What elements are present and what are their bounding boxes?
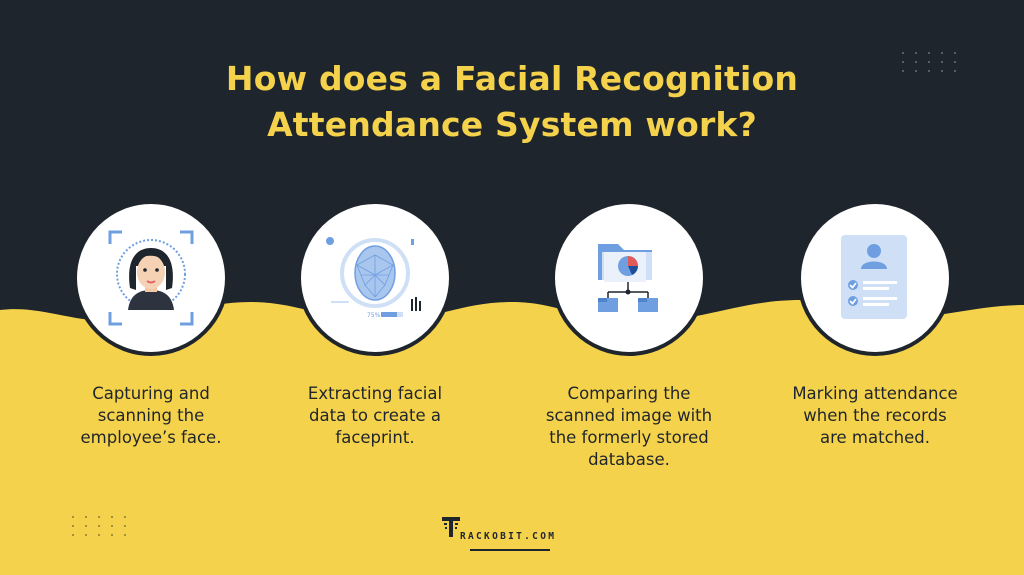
step-2-caption: Extracting facial data to create a facep… — [307, 384, 443, 447]
step-1-caption: Capturing and scanning the employee’s fa… — [80, 384, 222, 447]
attendance-checklist-icon — [841, 235, 907, 319]
trackobit-t-logo-icon — [442, 517, 460, 537]
brand-logo: RACKOBIT.COM — [440, 515, 590, 555]
decorative-dots-bottom-left — [72, 516, 128, 536]
brand-text: RACKOBIT.COM — [460, 531, 557, 542]
step-4-circle — [797, 200, 953, 356]
faceprint-percent-label: 75% — [367, 312, 381, 319]
title-line-2: Attendance System work? — [267, 105, 757, 144]
step-3-circle — [551, 200, 707, 356]
step-2-circle: 75% — [297, 200, 453, 356]
step-1-circle — [73, 200, 229, 356]
step-4-caption: Marking attendance when the records are … — [792, 384, 958, 447]
page-title: How does a Facial Recognition Attendance… — [0, 56, 1024, 148]
face-scan-icon — [108, 230, 194, 326]
decorative-dots-top-right — [902, 52, 958, 72]
faceprint-mesh-icon: 75% — [326, 237, 421, 319]
brand-underline — [470, 549, 550, 551]
database-folder-icon — [598, 244, 658, 312]
title-line-1: How does a Facial Recognition — [225, 59, 799, 98]
step-3-caption: Comparing the scanned image with the for… — [545, 384, 713, 469]
